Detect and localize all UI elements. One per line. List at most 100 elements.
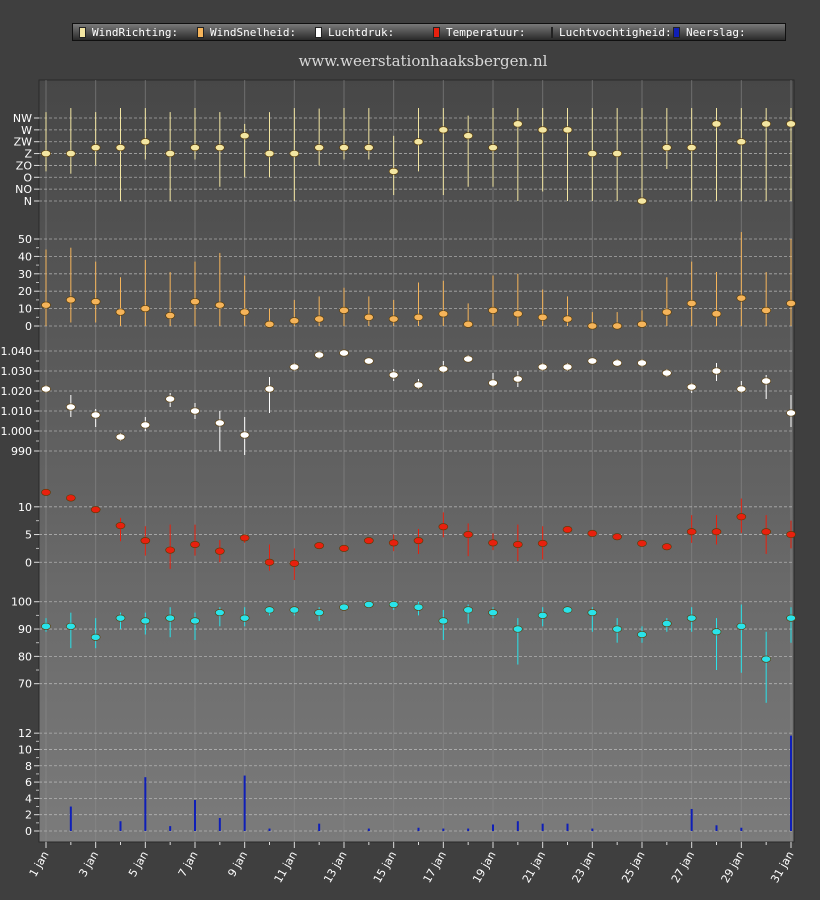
data-point [786,614,796,622]
y-tick-label: 50 [18,233,32,246]
legend-swatch [315,26,322,38]
data-point [66,622,76,630]
data-point [537,611,548,619]
data-point [612,150,622,158]
data-point [264,150,275,158]
x-tick-label: 11 jan [272,849,300,885]
data-point [761,528,771,536]
data-point [264,606,275,614]
data-point [438,617,449,625]
precipitation-bar [541,823,544,831]
y-tick-label: 0 [25,825,32,838]
data-point [364,144,374,152]
data-point [662,369,672,377]
data-point [513,541,523,549]
data-point [438,365,449,373]
data-point [413,313,424,321]
data-point [239,534,250,542]
data-point [587,150,598,158]
data-point [587,357,598,365]
precipitation-bar [144,777,147,831]
data-point [662,308,672,316]
precipitation-bar [442,828,445,831]
data-point [612,533,622,541]
x-tick-label: 17 jan [421,849,449,885]
data-point [761,306,771,314]
data-point [165,312,175,320]
data-point [463,132,473,140]
x-tick-label: 27 jan [669,849,697,885]
data-point [339,144,349,152]
data-point [463,531,473,539]
panel-luchtvochtigheid: 70 80 90 100 [11,596,796,703]
data-point [488,144,498,152]
data-point [537,313,548,321]
data-point [388,539,399,547]
y-tick-label: 70 [18,678,32,691]
data-point [513,375,523,383]
chart-title: www.weerstationhaaksbergen.nl [298,52,548,70]
y-tick-label: Z [24,148,32,161]
data-point [115,433,126,441]
legend-item-luchtdruk: Luchtdruk: [309,26,427,39]
y-tick-label: 10 [18,303,32,316]
x-axis: 1 jan 3 jan 5 jan 7 jan 9 jan 11 jan 13 jan 15 … [27,842,797,885]
y-tick-label: 0 [25,320,32,333]
y-tick-label: 12 [18,727,32,740]
data-point [438,126,449,134]
data-point [637,320,647,328]
panel-windsnelheid: 0 10 20 30 40 50 [18,232,796,333]
data-point [413,603,424,611]
data-point [41,622,51,630]
data-point [786,531,796,539]
legend-label: Luchtdruk: [328,25,395,39]
legend-item-temperatuur: Temperatuur: [427,26,545,39]
data-point [264,385,275,393]
data-point [215,609,225,617]
data-point [637,539,647,547]
data-point [488,539,498,547]
data-point [190,407,200,415]
data-point [190,298,200,306]
data-point [463,320,473,328]
y-tick-label: 8 [25,760,32,773]
legend-swatch [673,26,680,38]
data-point [686,614,697,622]
y-tick-label: 90 [18,623,32,636]
data-point [41,488,51,496]
precipitation-bar [591,828,594,831]
data-point [388,167,399,175]
data-point [513,625,523,633]
data-point [686,299,697,307]
data-point [736,138,747,146]
data-point [537,363,548,371]
chart-legend: WindRichting: WindSnelheid: Luchtdruk: T… [72,23,786,41]
data-point [165,546,175,554]
legend-label: Luchtvochtigheid: [559,25,672,39]
y-tick-label: W [21,124,32,137]
data-point [562,363,573,371]
data-point [289,150,300,158]
precipitation-bar [790,735,792,831]
data-point [239,614,250,622]
precipitation-bar [119,821,122,831]
data-point [438,523,449,531]
x-tick-label: 29 jan [719,849,747,885]
data-point [289,559,300,567]
x-tick-label: 13 jan [321,849,349,885]
data-point [314,315,324,323]
data-point [66,296,76,304]
data-point [686,144,697,152]
y-tick-label: 6 [25,776,32,789]
data-point [339,544,349,552]
x-tick-label: 19 jan [470,849,498,885]
data-point [239,132,250,140]
data-point [761,120,771,128]
x-tick-label: 31 jan [768,849,796,885]
data-point [686,383,697,391]
y-tick-label: O [23,171,32,184]
data-point [165,395,175,403]
data-point [587,609,598,617]
data-point [239,308,250,316]
data-point [90,298,101,306]
